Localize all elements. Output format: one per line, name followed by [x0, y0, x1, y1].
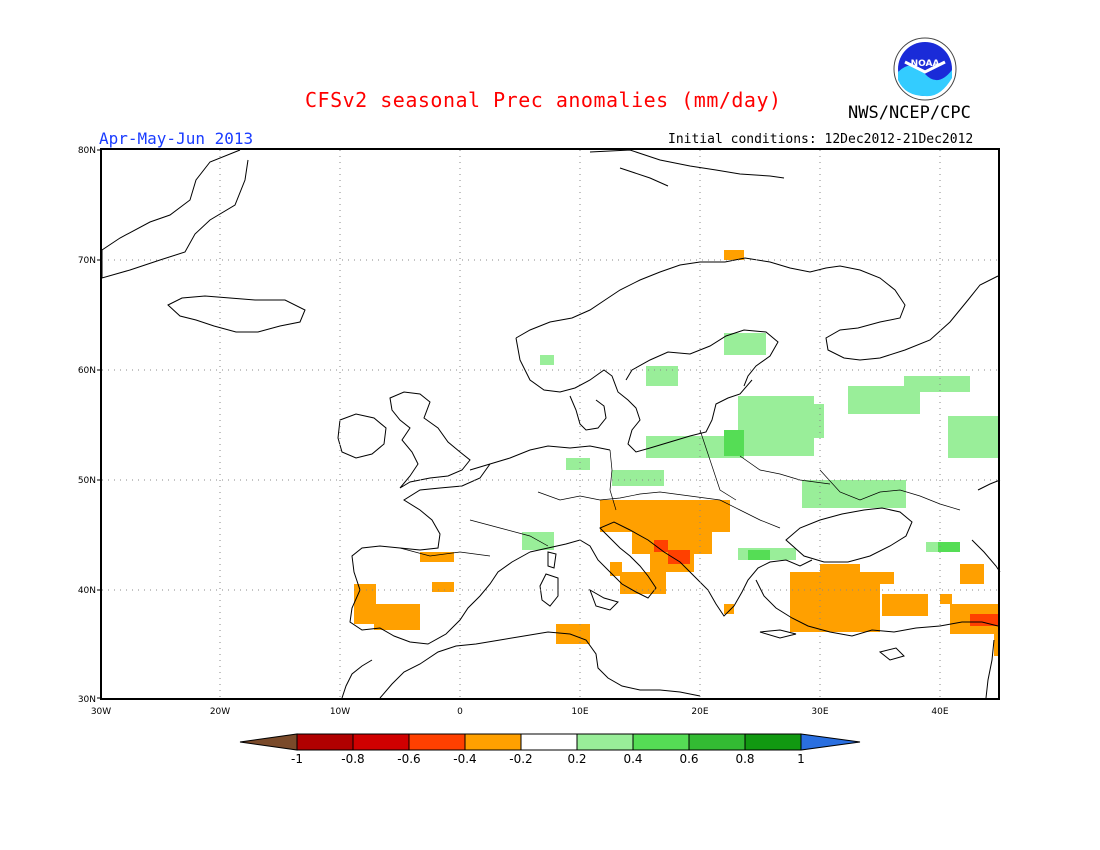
lat-ticks — [97, 149, 101, 699]
colorbar — [239, 733, 861, 751]
organization-label: NWS/NCEP/CPC — [848, 103, 971, 123]
lon-label: 20W — [210, 707, 230, 717]
colorbar-swatch — [352, 733, 410, 751]
forecast-period: Apr-May-Jun 2013 — [99, 129, 254, 148]
colorbar-swatch — [520, 733, 578, 751]
lon-axis: 30W 20W 10W 0 10E 20E 30E 40E — [91, 707, 949, 717]
colorbar-swatch — [688, 733, 746, 751]
colorbar-label: -0.8 — [341, 752, 364, 766]
lat-label: 60N — [78, 366, 96, 376]
colorbar-label: -0.2 — [509, 752, 532, 766]
colorbar-labels: -1 -0.8 -0.6 -0.4 -0.2 0.2 0.4 0.6 0.8 1 — [291, 752, 805, 766]
colorbar-label: -0.4 — [453, 752, 476, 766]
lon-label: 10W — [330, 707, 350, 717]
lat-label: 40N — [78, 586, 96, 596]
lon-label: 20E — [691, 707, 708, 717]
colorbar-swatch — [296, 733, 354, 751]
colorbar-swatch — [744, 733, 802, 751]
colorbar-high-arrow — [800, 733, 861, 751]
lat-label: 80N — [78, 146, 96, 156]
lat-label: 50N — [78, 476, 96, 486]
colorbar-label: 0.6 — [679, 752, 698, 766]
lon-label: 10E — [571, 707, 588, 717]
anomaly-patches — [354, 250, 1000, 656]
colorbar-swatch — [464, 733, 522, 751]
colorbar-label: 0.4 — [623, 752, 642, 766]
lon-label: 30W — [91, 707, 111, 717]
map-frame — [100, 148, 1000, 700]
gridlines — [102, 150, 998, 698]
colorbar-swatch — [576, 733, 634, 751]
coastlines — [101, 149, 1001, 699]
colorbar-label: 1 — [797, 752, 805, 766]
colorbar-label: 0.2 — [567, 752, 586, 766]
colorbar-swatch — [632, 733, 690, 751]
colorbar-label: -1 — [291, 752, 303, 766]
lat-label: 70N — [78, 256, 96, 266]
colorbar-low-arrow — [239, 733, 298, 751]
lon-label: 0 — [457, 707, 463, 717]
colorbar-label: 0.8 — [735, 752, 754, 766]
noaa-logo: NOAA — [893, 37, 957, 101]
lon-label: 30E — [811, 707, 828, 717]
lon-label: 40E — [931, 707, 948, 717]
noaa-logo-text: NOAA — [911, 59, 940, 69]
chart-title: CFSv2 seasonal Prec anomalies (mm/day) — [305, 88, 782, 112]
lat-axis: 80N 70N 60N 50N 40N 30N — [78, 146, 96, 705]
colorbar-swatch — [408, 733, 466, 751]
initial-conditions: Initial conditions: 12Dec2012-21Dec2012 — [668, 132, 974, 147]
colorbar-label: -0.6 — [397, 752, 420, 766]
lat-label: 30N — [78, 695, 96, 705]
